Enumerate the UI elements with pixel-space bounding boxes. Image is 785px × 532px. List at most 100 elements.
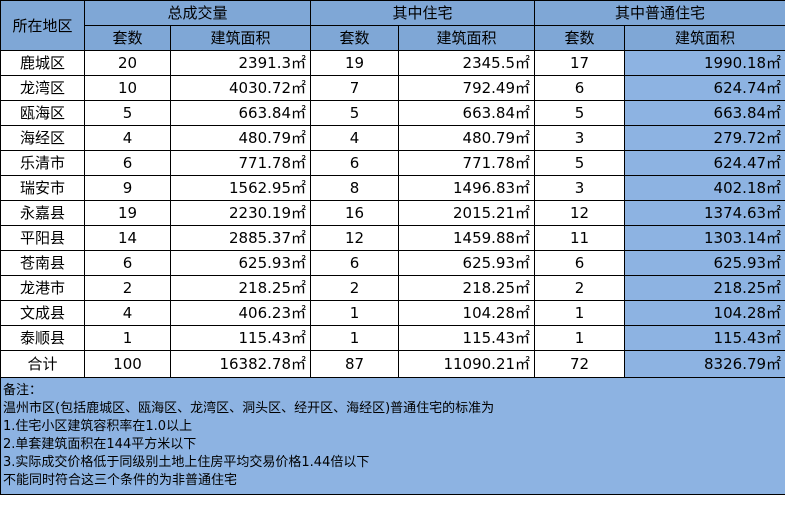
header-count: 套数 [84, 25, 171, 51]
residential-count-cell: 5 [310, 100, 400, 126]
note-line: 3.实际成交价格低于同级别土地上住房平均交易价格1.44倍以下 [3, 455, 370, 470]
header-total-volume: 总成交量 [83, 0, 312, 26]
ordinary-area-cell: 624.47㎡ [624, 150, 785, 176]
total-label: 合计 [0, 350, 85, 378]
header-area: 建筑面积 [624, 25, 785, 51]
ordinary-area-cell: 624.74㎡ [624, 75, 785, 101]
header-ordinary-residential: 其中普通住宅 [534, 0, 785, 26]
ordinary-count-cell: 6 [534, 250, 626, 276]
ordinary-count-cell: 5 [534, 150, 626, 176]
ordinary-area-cell: 625.93㎡ [624, 250, 785, 276]
header-region: 所在地区 [0, 0, 85, 51]
area-cell: 625.93㎡ [169, 250, 312, 276]
residential-area-cell: 480.79㎡ [398, 125, 536, 151]
total-count: 100 [84, 350, 171, 378]
ordinary-count-cell: 1 [534, 325, 626, 351]
count-cell: 14 [84, 225, 171, 251]
area-cell: 2885.37㎡ [169, 225, 312, 251]
residential-area-cell: 792.49㎡ [398, 75, 536, 101]
residential-count-cell: 6 [310, 250, 400, 276]
region-cell: 泰顺县 [0, 325, 85, 351]
table-row: 鹿城区 20 2391.3㎡ 19 2345.5㎡ 17 1990.18㎡ [0, 50, 785, 76]
region-cell: 瑞安市 [0, 175, 85, 201]
residential-area-cell: 1496.83㎡ [398, 175, 536, 201]
residential-count-cell: 8 [310, 175, 400, 201]
ordinary-area-cell: 115.43㎡ [624, 325, 785, 351]
total-residential-area: 11090.21㎡ [398, 350, 536, 378]
residential-area-cell: 771.78㎡ [398, 150, 536, 176]
note-line: 温州市区(包括鹿城区、瓯海区、龙湾区、洞头区、经开区、海经区)普通住宅的标准为 [3, 401, 495, 416]
residential-area-cell: 218.25㎡ [398, 275, 536, 301]
region-cell: 龙湾区 [0, 75, 85, 101]
table-row: 瑞安市 9 1562.95㎡ 8 1496.83㎡ 3 402.18㎡ [0, 175, 785, 201]
note-title: 备注： [3, 383, 43, 398]
region-cell: 乐清市 [0, 150, 85, 176]
count-cell: 4 [84, 300, 171, 326]
table-row: 海经区 4 480.79㎡ 4 480.79㎡ 3 279.72㎡ [0, 125, 785, 151]
header-row-subs: 套数 建筑面积 套数 建筑面积 套数 建筑面积 [1, 25, 785, 51]
notes-row: 备注： 温州市区(包括鹿城区、瓯海区、龙湾区、洞头区、经开区、海经区)普通住宅的… [0, 377, 785, 495]
region-cell: 文成县 [0, 300, 85, 326]
region-cell: 龙港市 [0, 275, 85, 301]
housing-transaction-table: 所在地区 总成交量 其中住宅 其中普通住宅 套数 建筑面积 套数 建筑面积 套数… [0, 0, 785, 495]
ordinary-count-cell: 17 [534, 50, 626, 76]
table-row: 永嘉县 19 2230.19㎡ 16 2015.21㎡ 12 1374.63㎡ [0, 200, 785, 226]
residential-count-cell: 7 [310, 75, 400, 101]
count-cell: 20 [84, 50, 171, 76]
table-row: 瓯海区 5 663.84㎡ 5 663.84㎡ 5 663.84㎡ [0, 100, 785, 126]
area-cell: 663.84㎡ [169, 100, 312, 126]
header-area: 建筑面积 [169, 25, 312, 51]
ordinary-area-cell: 104.28㎡ [624, 300, 785, 326]
residential-count-cell: 19 [310, 50, 400, 76]
total-area: 16382.78㎡ [169, 350, 312, 378]
notes-cell: 备注： 温州市区(包括鹿城区、瓯海区、龙湾区、洞头区、经开区、海经区)普通住宅的… [0, 377, 785, 495]
header-row-groups: 所在地区 总成交量 其中住宅 其中普通住宅 [0, 0, 785, 51]
area-cell: 2230.19㎡ [169, 200, 312, 226]
region-cell: 鹿城区 [0, 50, 85, 76]
count-cell: 2 [84, 275, 171, 301]
area-cell: 218.25㎡ [169, 275, 312, 301]
header-count: 套数 [310, 25, 400, 51]
header-residential: 其中住宅 [310, 0, 536, 26]
count-cell: 10 [84, 75, 171, 101]
ordinary-count-cell: 5 [534, 100, 626, 126]
header-area: 建筑面积 [398, 25, 536, 51]
residential-area-cell: 625.93㎡ [398, 250, 536, 276]
ordinary-area-cell: 1990.18㎡ [624, 50, 785, 76]
residential-count-cell: 1 [310, 300, 400, 326]
area-cell: 480.79㎡ [169, 125, 312, 151]
table-row: 文成县 4 406.23㎡ 1 104.28㎡ 1 104.28㎡ [0, 300, 785, 326]
ordinary-area-cell: 279.72㎡ [624, 125, 785, 151]
count-cell: 9 [84, 175, 171, 201]
count-cell: 6 [84, 150, 171, 176]
table-row: 苍南县 6 625.93㎡ 6 625.93㎡ 6 625.93㎡ [0, 250, 785, 276]
count-cell: 5 [84, 100, 171, 126]
count-cell: 4 [84, 125, 171, 151]
area-cell: 771.78㎡ [169, 150, 312, 176]
count-cell: 1 [84, 325, 171, 351]
table-row: 泰顺县 1 115.43㎡ 1 115.43㎡ 1 115.43㎡ [0, 325, 785, 351]
ordinary-count-cell: 3 [534, 125, 626, 151]
table-row: 乐清市 6 771.78㎡ 6 771.78㎡ 5 624.47㎡ [0, 150, 785, 176]
total-residential-count: 87 [310, 350, 400, 378]
residential-count-cell: 4 [310, 125, 400, 151]
header-count: 套数 [534, 25, 626, 51]
area-cell: 2391.3㎡ [169, 50, 312, 76]
residential-count-cell: 16 [310, 200, 400, 226]
region-cell: 海经区 [0, 125, 85, 151]
note-line: 不能同时符合这三个条件的为非普通住宅 [3, 473, 238, 488]
area-cell: 115.43㎡ [169, 325, 312, 351]
residential-area-cell: 2345.5㎡ [398, 50, 536, 76]
ordinary-count-cell: 3 [534, 175, 626, 201]
note-line: 2.单套建筑面积在144平方米以下 [3, 437, 197, 452]
ordinary-count-cell: 1 [534, 300, 626, 326]
residential-area-cell: 104.28㎡ [398, 300, 536, 326]
region-cell: 平阳县 [0, 225, 85, 251]
ordinary-count-cell: 11 [534, 225, 626, 251]
table-row: 龙湾区 10 4030.72㎡ 7 792.49㎡ 6 624.74㎡ [0, 75, 785, 101]
residential-area-cell: 2015.21㎡ [398, 200, 536, 226]
region-cell: 永嘉县 [0, 200, 85, 226]
region-cell: 苍南县 [0, 250, 85, 276]
ordinary-count-cell: 2 [534, 275, 626, 301]
area-cell: 4030.72㎡ [169, 75, 312, 101]
